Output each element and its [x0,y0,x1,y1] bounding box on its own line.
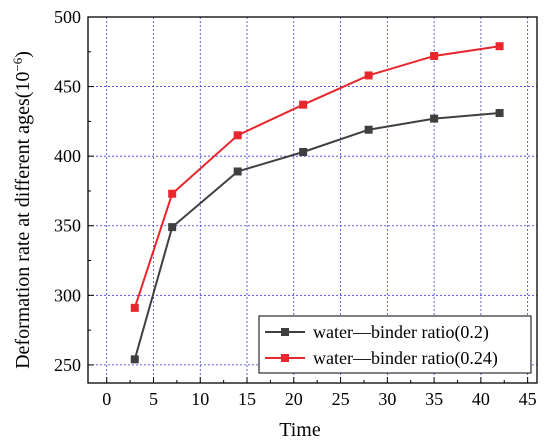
y-axis-title-tail: ) [12,51,34,58]
y-axis-title: Deformation rate at different ages(10−6) [10,51,35,369]
y-axis-title-text: Deformation rate at different ages(10 [12,72,34,369]
series-1 [130,109,504,364]
legend-box [258,315,532,374]
data-point [130,303,139,312]
data-point [495,109,504,118]
x-tick-label: 5 [149,389,158,409]
x-tick-label: 45 [519,389,537,409]
x-tick-label: 40 [472,389,490,409]
x-tick-label: 15 [238,389,256,409]
data-point [364,125,373,134]
data-point [430,51,439,60]
y-tick-label: 400 [54,146,81,166]
tick-labels: 0 5 10 15 20 25 30 35 40 45 250 300 350 400 450 500 [54,7,537,409]
x-tick-label: 35 [425,389,443,409]
x-tick-label: 30 [378,389,396,409]
axis-ticks [88,16,529,383]
data-point [299,147,308,156]
y-tick-label: 300 [54,285,81,305]
legend-swatch-marker [281,328,289,336]
legend: water—binder ratio(0.2) water—binder rati… [258,315,532,374]
data-point [233,167,242,176]
data-point [130,355,139,364]
x-tick-label: 0 [102,389,111,409]
legend-label: water—binder ratio(0.2) [313,322,489,343]
series-line [133,45,500,309]
x-tick-label: 20 [285,389,303,409]
plot-frame [87,16,538,384]
data-point [430,114,439,123]
y-tick-label: 250 [54,355,81,375]
x-tick-label: 10 [191,389,209,409]
data-point [299,100,308,109]
data-point [168,189,177,198]
x-tick-label: 25 [332,389,350,409]
series-2 [130,42,504,312]
y-tick-label: 350 [54,216,81,236]
data-point [495,42,504,51]
y-tick-label: 500 [54,7,81,27]
series-group [130,42,504,364]
data-point [233,131,242,140]
data-point [168,223,177,232]
legend-label: water—binder ratio(0.24) [313,348,498,369]
legend-swatch-marker [281,354,289,362]
x-axis-title: Time [279,419,321,441]
y-tick-label: 450 [54,77,81,97]
data-point [364,71,373,80]
y-axis-title-superscript: −6 [10,57,25,71]
